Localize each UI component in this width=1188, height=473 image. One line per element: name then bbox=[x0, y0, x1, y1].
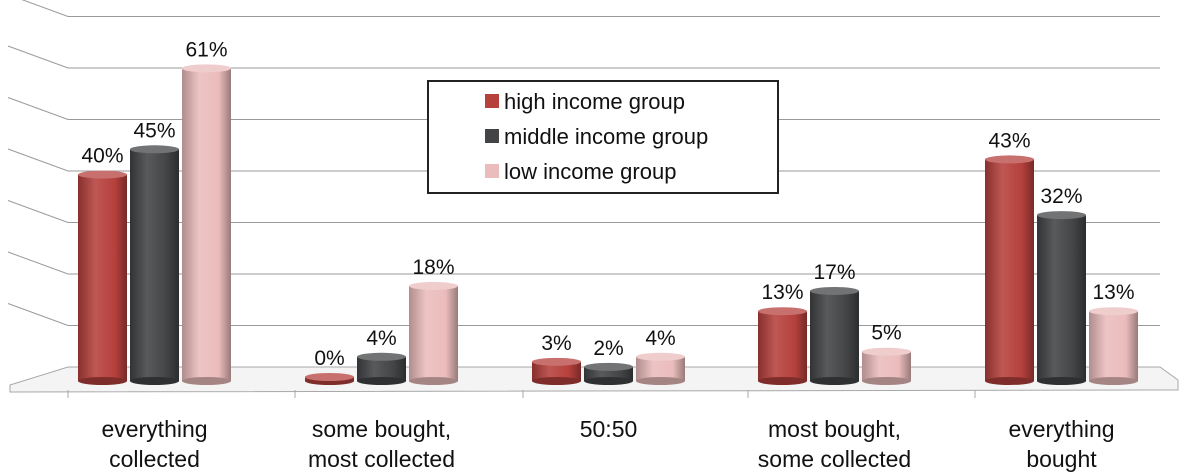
bar bbox=[130, 145, 179, 385]
data-label: 4% bbox=[366, 327, 396, 350]
data-label: 5% bbox=[871, 322, 901, 345]
category-label: collected bbox=[109, 446, 200, 472]
gridline bbox=[21, 0, 1160, 17]
bar bbox=[584, 362, 633, 385]
legend-swatch bbox=[485, 94, 499, 108]
legend-entry: low income group bbox=[504, 159, 676, 184]
legend-swatch bbox=[485, 164, 499, 178]
gridline bbox=[7, 200, 1160, 223]
gridline bbox=[7, 45, 1160, 69]
bars bbox=[78, 64, 1138, 385]
gridline bbox=[7, 251, 1160, 275]
data-label: 3% bbox=[541, 332, 571, 355]
gridline bbox=[7, 148, 1160, 172]
bar bbox=[810, 286, 859, 385]
data-label: 0% bbox=[314, 347, 344, 370]
category-label: most collected bbox=[308, 446, 455, 472]
category-label: some collected bbox=[758, 446, 911, 472]
category-label: most bought, bbox=[768, 416, 901, 442]
data-label: 17% bbox=[813, 261, 855, 284]
data-label: 4% bbox=[645, 327, 675, 350]
bar bbox=[409, 281, 458, 385]
data-label: 61% bbox=[185, 38, 227, 61]
legend-entry: high income group bbox=[504, 89, 685, 114]
legend-entry: middle income group bbox=[504, 124, 708, 149]
bar bbox=[305, 373, 354, 385]
data-label: 18% bbox=[412, 256, 454, 279]
data-labels: 40% 0% 3% 13% 43% 45% 4% 2% 17% 32% 61% 18% 4% 5% 13% bbox=[81, 38, 1134, 370]
gridline bbox=[7, 97, 1160, 120]
category-label: everything bbox=[1008, 416, 1114, 442]
category-label: bought bbox=[1026, 446, 1097, 472]
bar bbox=[78, 170, 127, 385]
bar bbox=[182, 64, 231, 385]
category-label: some bought, bbox=[312, 416, 451, 442]
bar bbox=[1037, 211, 1086, 385]
bar bbox=[357, 352, 406, 385]
bar bbox=[1089, 307, 1138, 385]
gridlines bbox=[7, 0, 1160, 326]
category-labels: everything collected some bought, most coll… bbox=[101, 416, 1114, 472]
category-label: everything bbox=[101, 416, 207, 442]
data-label: 13% bbox=[761, 281, 803, 304]
data-label: 2% bbox=[593, 337, 623, 360]
bar bbox=[862, 347, 911, 385]
bar bbox=[636, 352, 685, 385]
bar bbox=[532, 357, 581, 385]
data-label: 43% bbox=[988, 129, 1030, 152]
legend: high income group middle income group low … bbox=[427, 80, 779, 194]
data-label: 45% bbox=[133, 119, 175, 142]
data-label: 13% bbox=[1092, 281, 1134, 304]
bar bbox=[985, 155, 1034, 385]
bar bbox=[758, 307, 807, 385]
legend-swatch bbox=[485, 129, 499, 143]
data-label: 32% bbox=[1040, 185, 1082, 208]
data-label: 40% bbox=[81, 145, 123, 168]
category-label: 50:50 bbox=[580, 416, 638, 442]
